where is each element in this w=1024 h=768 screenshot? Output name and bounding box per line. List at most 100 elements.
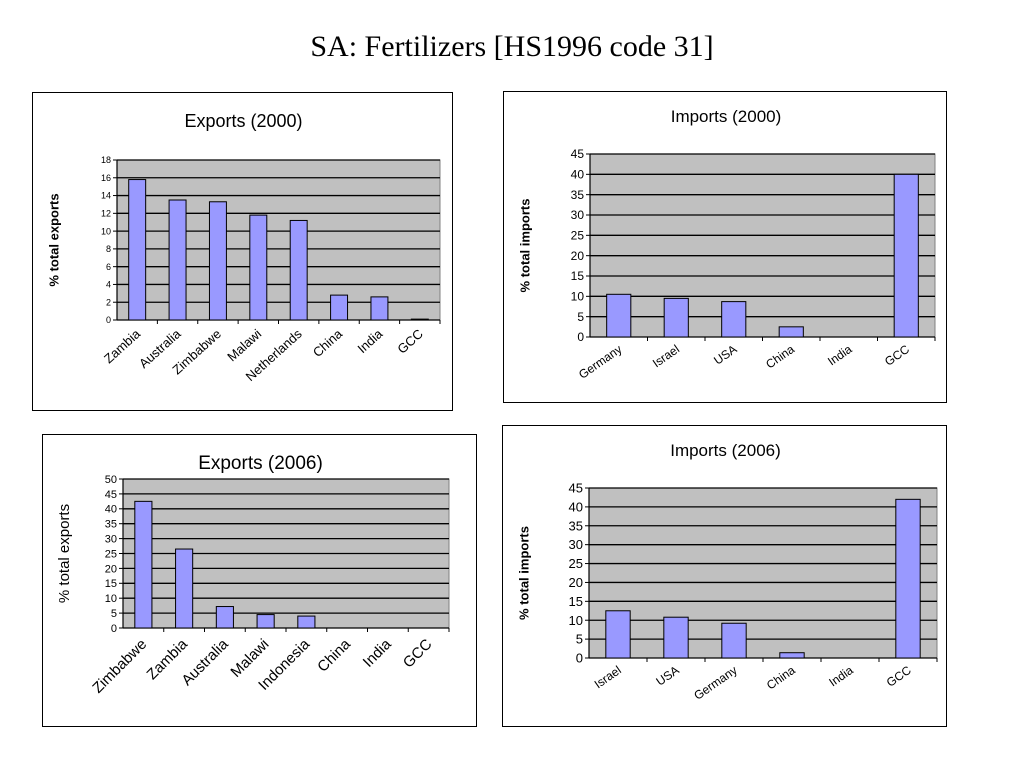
y-tick-label: 30 xyxy=(569,537,583,552)
y-tick-label: 20 xyxy=(571,249,585,263)
category-label: GCC xyxy=(884,663,914,690)
chart-panel-exports-2006: Exports (2006) 0 5 10 15 20 25 30 35 40 45 50 Zimbab… xyxy=(42,434,477,727)
y-tick-label: 15 xyxy=(105,578,117,590)
y-tick-label: 40 xyxy=(569,499,583,514)
chart-panel-exports-2000: Exports (2000) 0 2 4 6 8 10 12 14 16 18 Zambia Austr… xyxy=(32,92,453,411)
y-tick-label: 15 xyxy=(571,269,585,283)
y-tick-label: 40 xyxy=(105,504,117,516)
category-label: China xyxy=(314,635,354,675)
bar-china xyxy=(779,652,805,659)
bar-gcc xyxy=(893,173,919,338)
category-label: India xyxy=(360,635,395,670)
y-tick-label: 20 xyxy=(569,575,583,590)
bar-germany xyxy=(721,622,747,659)
category-label: Israel xyxy=(650,342,682,370)
y-tick-label: 5 xyxy=(577,310,584,324)
bar-indonesia xyxy=(297,615,316,629)
chart-title: Imports (2006) xyxy=(670,441,781,460)
y-axis-label: % total exports xyxy=(56,504,73,603)
category-label: GCC xyxy=(394,326,426,356)
category-label: USA xyxy=(711,342,739,368)
y-tick-label: 25 xyxy=(105,548,117,560)
y-tick-label: 45 xyxy=(105,489,117,501)
y-tick-label: 10 xyxy=(571,290,585,304)
y-tick-label: 25 xyxy=(571,229,585,243)
y-tick-label: 50 xyxy=(105,474,117,486)
y-tick-label: 18 xyxy=(101,155,111,165)
chart-title: Exports (2006) xyxy=(198,453,323,474)
bar-china xyxy=(330,294,349,321)
y-tick-label: 2 xyxy=(106,297,111,307)
page-title: SA: Fertilizers [HS1996 code 31] xyxy=(310,30,714,63)
y-tick-label: 10 xyxy=(105,593,117,605)
chart-imports-2000: Imports (2000) 0 5 10 15 20 25 30 35 40 45 Germany I… xyxy=(517,107,936,382)
y-tick-label: 45 xyxy=(569,481,583,496)
bar-gcc xyxy=(895,498,921,659)
category-label: Zimbabwe xyxy=(89,636,150,697)
y-tick-label: 5 xyxy=(111,608,117,620)
chart-title: Exports (2000) xyxy=(184,111,302,131)
plot-area xyxy=(589,153,936,338)
bar-netherlands xyxy=(289,219,308,321)
bar-australia xyxy=(168,199,187,321)
category-label: Germany xyxy=(691,663,739,703)
category-label: India xyxy=(826,663,856,690)
y-axis-label: % total imports xyxy=(517,199,532,293)
category-label: Germany xyxy=(576,342,624,382)
y-tick-label: 14 xyxy=(101,191,111,201)
category-label: GCC xyxy=(400,636,436,672)
chart-imports-2006: Imports (2006) 0 5 10 15 20 25 30 35 40 45 Israel US… xyxy=(516,441,938,703)
y-tick-label: 35 xyxy=(105,519,117,531)
y-tick-label: 6 xyxy=(106,262,111,272)
y-tick-label: 20 xyxy=(105,563,117,575)
bar-india xyxy=(370,296,389,321)
chart-exports-2000: Exports (2000)024681012141618ZambiaAustr… xyxy=(46,111,441,384)
bar-germany xyxy=(606,293,632,338)
y-axis-label: % total imports xyxy=(516,526,531,620)
chart-title: Imports (2000) xyxy=(671,107,782,126)
bar-australia xyxy=(215,606,234,629)
category-label: India xyxy=(825,342,855,369)
category-label: China xyxy=(763,342,797,372)
bar-malawi xyxy=(249,214,268,321)
y-tick-label: 30 xyxy=(105,533,117,545)
y-tick-label: 16 xyxy=(101,173,111,183)
y-tick-label: 0 xyxy=(576,651,583,666)
chart-exports-2006: Exports (2006) 0 5 10 15 20 25 30 35 40 45 50 Zimbab… xyxy=(56,453,450,697)
bar-china xyxy=(778,326,804,338)
bar-malawi xyxy=(256,614,275,629)
category-label: GCC xyxy=(882,342,912,369)
category-label: China xyxy=(764,663,798,693)
y-tick-label: 25 xyxy=(569,556,583,571)
y-tick-label: 35 xyxy=(571,188,585,202)
bar-usa xyxy=(721,301,747,338)
y-tick-label: 0 xyxy=(111,623,117,635)
y-tick-label: 15 xyxy=(569,594,583,609)
category-label: India xyxy=(354,326,386,357)
plot-area xyxy=(116,159,441,321)
y-tick-label: 8 xyxy=(106,244,111,254)
y-tick-label: 10 xyxy=(569,613,583,628)
y-tick-label: 10 xyxy=(101,226,111,236)
bar-israel xyxy=(605,610,631,659)
y-axis-label: % total exports xyxy=(46,193,61,286)
bar-gcc xyxy=(410,318,429,321)
bar-usa xyxy=(663,616,689,659)
bar-zambia xyxy=(128,179,147,321)
y-tick-label: 4 xyxy=(106,280,111,290)
chart-panel-imports-2006: Imports (2006) 0 5 10 15 20 25 30 35 40 45 Israel US… xyxy=(502,425,947,727)
bar-zimbabwe xyxy=(134,500,153,629)
bar-zimbabwe xyxy=(208,201,227,321)
y-tick-label: 0 xyxy=(577,330,584,344)
y-tick-label: 45 xyxy=(571,147,585,161)
y-tick-label: 12 xyxy=(101,208,111,218)
y-tick-label: 40 xyxy=(571,168,585,182)
bar-israel xyxy=(663,297,689,338)
plot-area xyxy=(588,487,938,659)
category-label: USA xyxy=(653,663,681,689)
y-tick-label: 5 xyxy=(576,632,583,647)
chart-panel-imports-2000: Imports (2000) 0 5 10 15 20 25 30 35 40 45 Germany I… xyxy=(503,91,947,403)
y-tick-label: 30 xyxy=(571,208,585,222)
bar-zambia xyxy=(175,548,194,629)
y-tick-label: 35 xyxy=(569,518,583,533)
